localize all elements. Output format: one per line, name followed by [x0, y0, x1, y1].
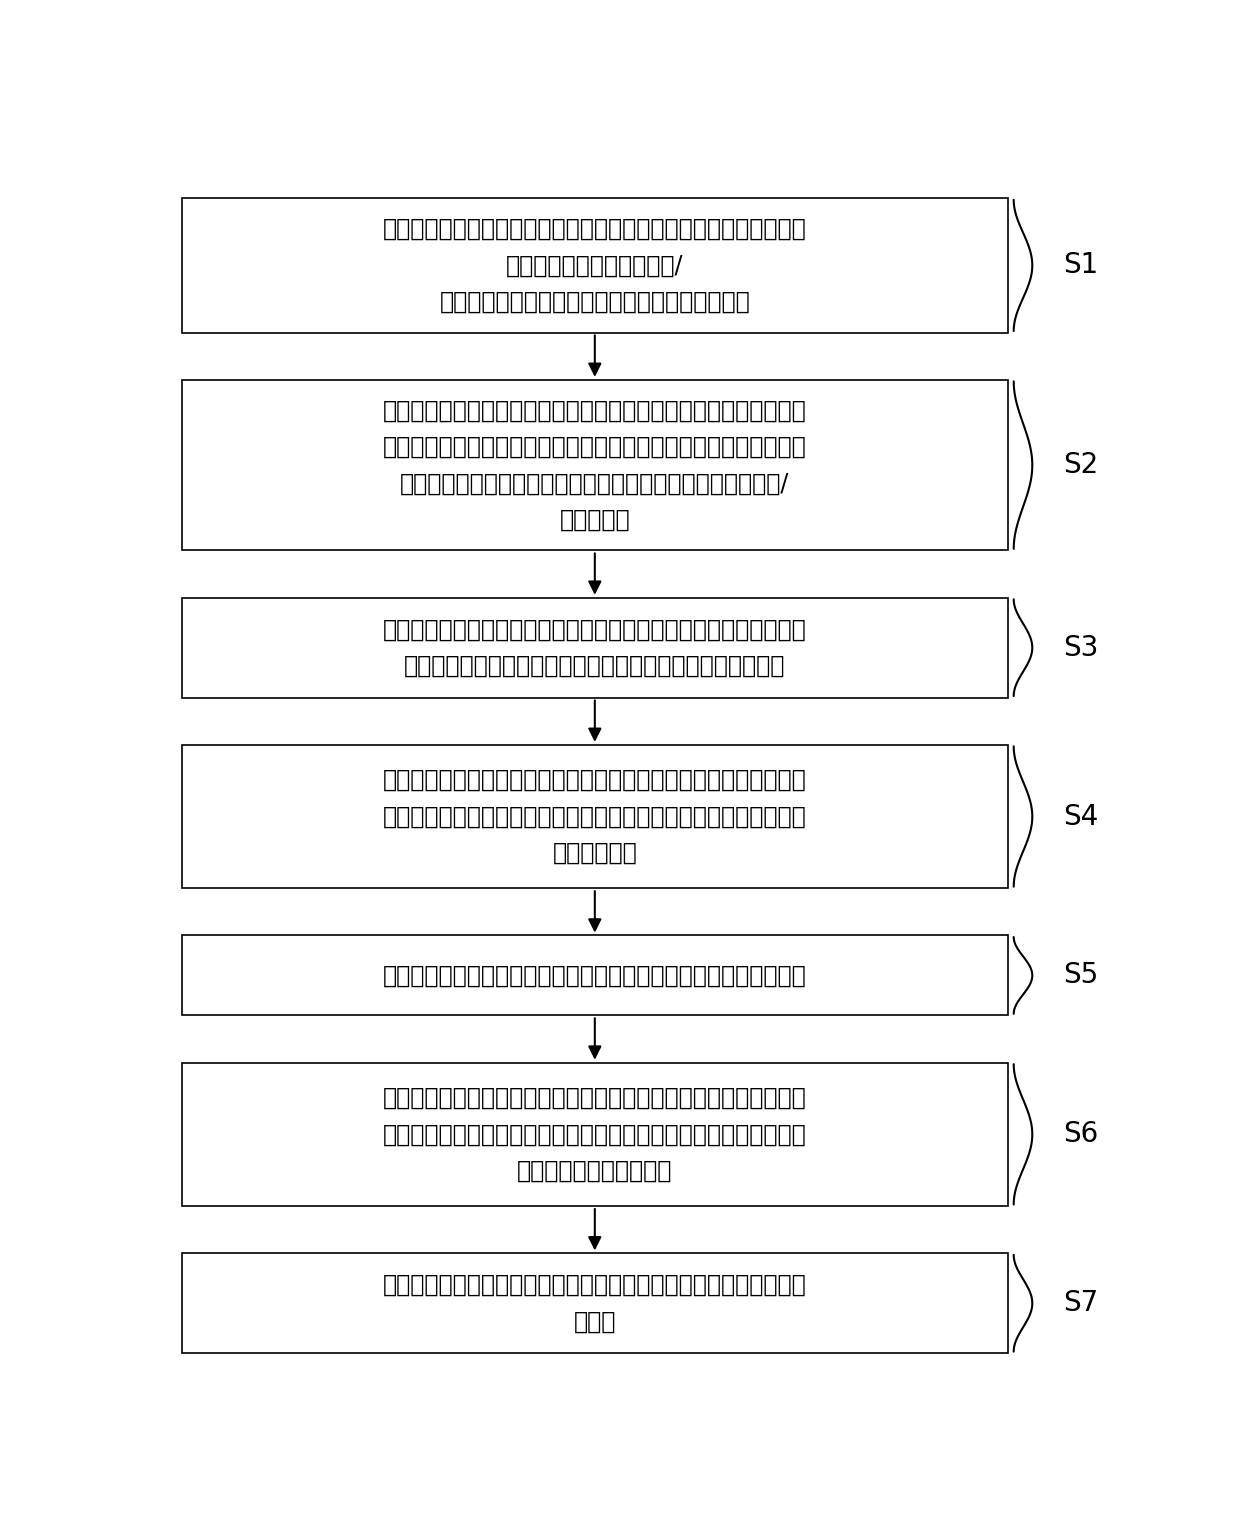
Bar: [182, 935, 1007, 1015]
Bar: [182, 598, 1007, 697]
Text: S1: S1: [1064, 252, 1099, 280]
Text: S7: S7: [1064, 1289, 1099, 1318]
Text: 去除所述支撑基底，并在所述第一叠层结构的背面形成第三叠层结构: 去除所述支撑基底，并在所述第一叠层结构的背面形成第三叠层结构: [383, 963, 807, 988]
Text: S5: S5: [1064, 962, 1099, 989]
Text: 形成贯穿所述第一叠层结构及所述第二叠层结构的栅极间隙，基于所
述栅极间隙将所述栅线牺牲层置换为栅极层，并在所述栅极间隙中填
充间隙绝缘层: 形成贯穿所述第一叠层结构及所述第二叠层结构的栅极间隙，基于所 述栅极间隙将所述栅…: [383, 768, 807, 865]
Text: S6: S6: [1064, 1120, 1099, 1149]
Text: 在所述第一刻蚀窗口中填充沟道连接层，所述沟道连接层与所述沟道
层连接: 在所述第一刻蚀窗口中填充沟道连接层，所述沟道连接层与所述沟道 层连接: [383, 1273, 807, 1333]
Bar: [182, 1063, 1007, 1206]
Text: S3: S3: [1064, 634, 1099, 662]
Bar: [182, 745, 1007, 888]
Bar: [182, 1253, 1007, 1353]
Text: 在支撑基底上形成第一叠层结构，并形成贯穿所述第一叠层结构的第
一沟道孔，所述栅线牺牲层/
电介质层对为栅线牺牲层与电介质层交替堆叠形成: 在支撑基底上形成第一叠层结构，并形成贯穿所述第一叠层结构的第 一沟道孔，所述栅线…: [383, 217, 807, 313]
Text: S4: S4: [1064, 802, 1099, 831]
Text: 刻蚀所述第三叠层结构，以形成显露所述第一沟道孔底部的所述功能
层的第一刻蚀窗口，并基于所述第一刻蚀窗口去除所述第一沟道孔底
部的所述功能层及沟道层: 刻蚀所述第三叠层结构，以形成显露所述第一沟道孔底部的所述功能 层的第一刻蚀窗口，…: [383, 1086, 807, 1183]
Text: 在所述第一叠层结构的正面形成第二叠层结构，并形成贯穿所述第二
叠层结构的第二沟道孔，且所述第一沟道孔与所述第二沟道孔连通，
其中，所述第一叠层结构及所述第二叠层: 在所述第一叠层结构的正面形成第二叠层结构，并形成贯穿所述第二 叠层结构的第二沟道…: [383, 399, 807, 531]
Bar: [182, 198, 1007, 333]
Text: S2: S2: [1064, 452, 1099, 479]
Text: 在所述第一沟道孔及所述第二沟道孔的表面上形成功能层及沟道层，
并使用沟道填充电介质填充所述第一沟道孔及所述第二沟道孔: 在所述第一沟道孔及所述第二沟道孔的表面上形成功能层及沟道层， 并使用沟道填充电介…: [383, 617, 807, 677]
Bar: [182, 379, 1007, 550]
